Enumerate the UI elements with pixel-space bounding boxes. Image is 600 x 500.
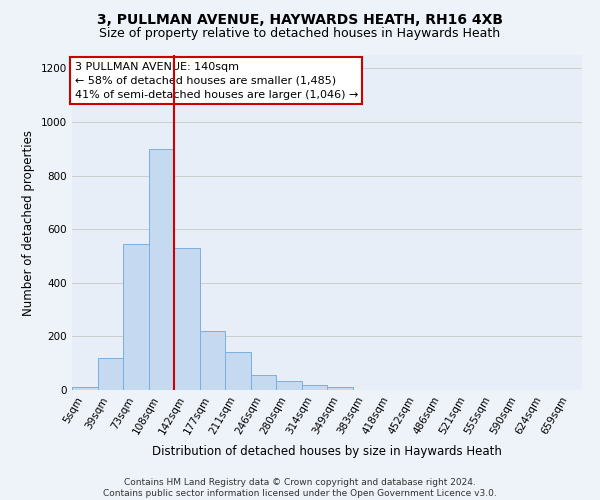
Bar xyxy=(72,388,97,390)
Text: 3 PULLMAN AVENUE: 140sqm
← 58% of detached houses are smaller (1,485)
41% of sem: 3 PULLMAN AVENUE: 140sqm ← 58% of detach… xyxy=(74,62,358,100)
Bar xyxy=(149,149,174,390)
Y-axis label: Number of detached properties: Number of detached properties xyxy=(22,130,35,316)
Bar xyxy=(327,388,353,390)
Bar xyxy=(251,376,276,390)
Bar xyxy=(276,380,302,390)
Bar xyxy=(225,352,251,390)
Text: Contains HM Land Registry data © Crown copyright and database right 2024.
Contai: Contains HM Land Registry data © Crown c… xyxy=(103,478,497,498)
Text: Size of property relative to detached houses in Haywards Heath: Size of property relative to detached ho… xyxy=(100,28,500,40)
X-axis label: Distribution of detached houses by size in Haywards Heath: Distribution of detached houses by size … xyxy=(152,444,502,458)
Bar xyxy=(123,244,149,390)
Bar xyxy=(97,358,123,390)
Bar xyxy=(199,331,225,390)
Bar xyxy=(302,384,327,390)
Text: 3, PULLMAN AVENUE, HAYWARDS HEATH, RH16 4XB: 3, PULLMAN AVENUE, HAYWARDS HEATH, RH16 … xyxy=(97,12,503,26)
Bar xyxy=(174,248,199,390)
